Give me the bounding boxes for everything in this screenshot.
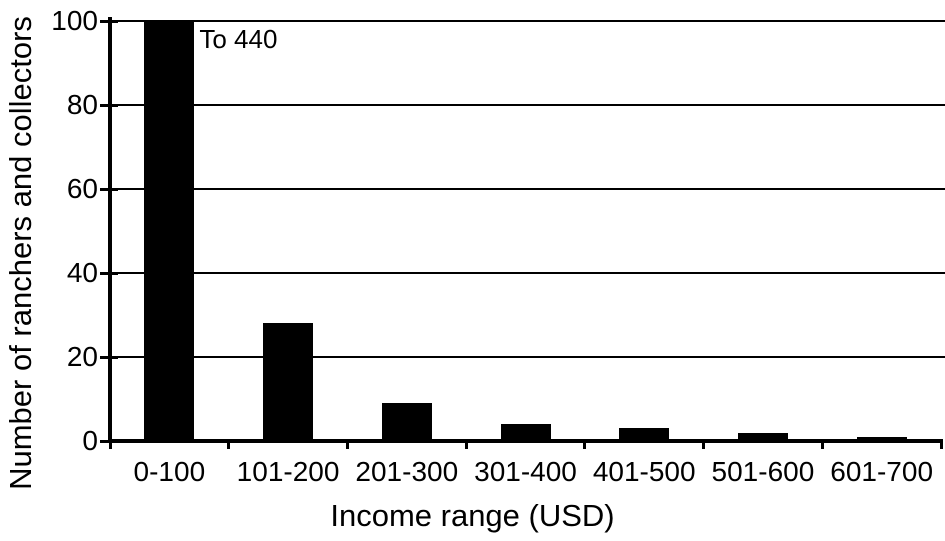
plot-area bbox=[110, 20, 945, 441]
x-tick-mark-0 bbox=[108, 439, 112, 449]
y-tick-label: 0 bbox=[82, 425, 98, 456]
y-tick-mark-80 bbox=[100, 103, 118, 107]
x-axis-line bbox=[108, 439, 943, 443]
y-tick-label: 80 bbox=[66, 89, 98, 120]
y-tick-mark-40 bbox=[100, 271, 118, 275]
y-tick-mark-60 bbox=[100, 187, 118, 191]
clipped-bar-annotation: To 440 bbox=[199, 24, 278, 54]
bar-401-500 bbox=[619, 428, 670, 441]
x-tick-mark-4 bbox=[583, 439, 587, 449]
y-tick-mark-100 bbox=[100, 19, 118, 23]
gridline-80 bbox=[110, 104, 945, 106]
bar-501-600 bbox=[737, 432, 788, 441]
bar-601-700 bbox=[856, 436, 907, 441]
x-tick-mark-7 bbox=[939, 439, 943, 449]
x-tick-mark-1 bbox=[227, 439, 231, 449]
gridline-40 bbox=[110, 272, 945, 274]
x-tick-label: 501-600 bbox=[711, 456, 815, 487]
x-tick-label: 301-400 bbox=[474, 456, 577, 487]
gridline-20 bbox=[110, 356, 945, 358]
gridline-60 bbox=[110, 188, 945, 190]
x-tick-label: 201-300 bbox=[355, 456, 459, 487]
x-tick-mark-2 bbox=[345, 439, 349, 449]
bar-0-100 bbox=[144, 21, 195, 441]
x-tick-mark-5 bbox=[702, 439, 706, 449]
y-tick-label: 60 bbox=[66, 173, 98, 204]
bar-201-300 bbox=[381, 403, 432, 441]
x-tick-label: 601-700 bbox=[830, 456, 934, 487]
x-tick-label: 101-200 bbox=[236, 456, 340, 487]
x-tick-label: 401-500 bbox=[592, 456, 696, 487]
bar-101-200 bbox=[263, 323, 314, 441]
x-tick-mark-6 bbox=[820, 439, 824, 449]
gridline-100 bbox=[110, 20, 945, 22]
x-tick-label: 0-100 bbox=[133, 456, 206, 487]
y-axis-line bbox=[108, 17, 112, 443]
x-axis-title: Income range (USD) bbox=[330, 498, 615, 533]
y-tick-label: 20 bbox=[66, 341, 98, 372]
bar-301-400 bbox=[500, 424, 551, 441]
y-tick-mark-20 bbox=[100, 355, 118, 359]
y-tick-label: 40 bbox=[66, 257, 98, 288]
x-tick-mark-3 bbox=[464, 439, 468, 449]
y-tick-label: 100 bbox=[51, 5, 98, 36]
